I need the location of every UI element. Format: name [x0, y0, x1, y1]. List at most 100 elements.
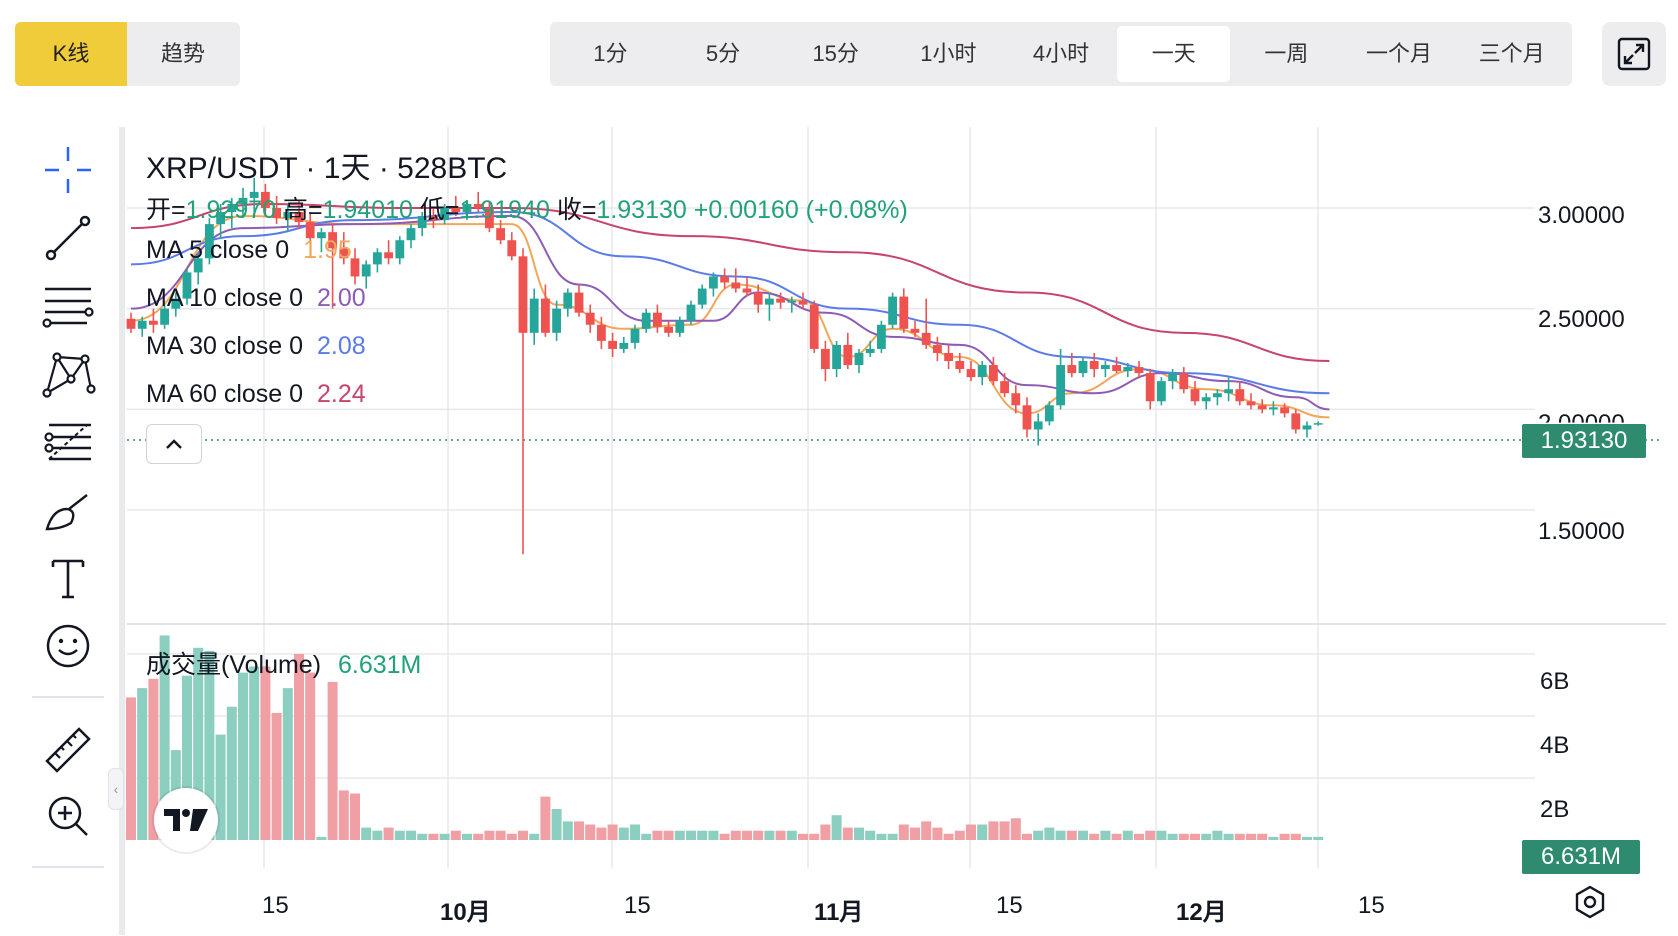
- volume-value: 6.631M: [338, 651, 422, 679]
- zoom-in-tool[interactable]: [30, 786, 106, 846]
- candle-body: [832, 344, 841, 370]
- volume-bar: [585, 824, 596, 840]
- interval-15m-button[interactable]: 15分: [812, 41, 859, 66]
- price-tick: 1.50000: [1538, 518, 1625, 545]
- trend-line-tool[interactable]: [30, 208, 106, 268]
- volume-bar: [271, 712, 282, 840]
- candle-body: [1291, 413, 1301, 430]
- candle-body: [328, 232, 337, 249]
- candle-body: [272, 208, 281, 219]
- tradingview-logo[interactable]: [154, 788, 218, 852]
- volume-bar: [1257, 833, 1268, 840]
- toolbar-border: [119, 127, 125, 935]
- candle-body: [585, 312, 595, 325]
- candle-body: [1224, 389, 1233, 394]
- candle-body: [384, 252, 393, 259]
- candle-body: [697, 288, 707, 305]
- candle-body: [1213, 393, 1222, 398]
- chart-settings-button[interactable]: [1572, 884, 1608, 920]
- ma60-legend[interactable]: MA 60 close 0 2.24: [146, 380, 366, 409]
- fullscreen-button[interactable]: [1602, 22, 1666, 86]
- volume-bar: [1078, 830, 1088, 840]
- kline-tab[interactable]: K线: [15, 22, 127, 86]
- candle-body: [1101, 365, 1110, 370]
- interval-3mo-button[interactable]: 三个月: [1478, 41, 1545, 66]
- volume-bar: [372, 830, 383, 840]
- interval-4h-button[interactable]: 4小时: [1032, 41, 1090, 66]
- volume-bar: [506, 833, 517, 840]
- text-tool[interactable]: [30, 548, 106, 608]
- candle-body: [877, 324, 886, 349]
- candle-body: [429, 216, 438, 221]
- emoji-tool[interactable]: [30, 616, 106, 676]
- candle-body: [720, 276, 729, 283]
- volume-bar: [338, 790, 349, 840]
- volume-bar: [674, 830, 685, 840]
- candle-body: [1246, 401, 1256, 406]
- volume-bar: [786, 830, 797, 840]
- volume-bar: [361, 827, 372, 840]
- crosshair-tool[interactable]: [30, 140, 106, 200]
- interval-1w-button[interactable]: 一周: [1264, 41, 1309, 66]
- candle-body: [888, 296, 897, 325]
- candle-body: [171, 298, 181, 309]
- crosshair-icon: [45, 147, 91, 193]
- pattern-tool[interactable]: [30, 344, 106, 404]
- low-value: 1.91940: [459, 196, 550, 224]
- horizontal-lines-tool[interactable]: [30, 276, 106, 336]
- trend-line-icon: [45, 215, 91, 261]
- interval-1h-button[interactable]: 1小时: [920, 41, 977, 66]
- candle-body: [518, 256, 528, 333]
- candle-body: [933, 344, 942, 353]
- brush-icon: [45, 494, 88, 531]
- volume-bar: [260, 666, 271, 840]
- ruler-tool[interactable]: [30, 718, 106, 778]
- interval-1mo-button[interactable]: 一个月: [1366, 41, 1433, 66]
- candle-body: [149, 320, 158, 325]
- volume-bar: [730, 830, 741, 840]
- volume-bar: [686, 830, 696, 840]
- volume-legend[interactable]: 成交量(Volume) 6.631M: [146, 645, 421, 681]
- brush-tool[interactable]: [30, 480, 106, 540]
- volume-bar: [439, 833, 450, 840]
- volume-bar: [562, 821, 573, 840]
- interval-1m-button[interactable]: 1分: [593, 41, 628, 66]
- volume-bar: [1279, 833, 1290, 840]
- interval-selector: 1分 5分 15分 1小时 4小时 一天 一周 一个月 三个月: [550, 22, 1572, 86]
- volume-bar: [809, 833, 820, 840]
- candle-body: [597, 324, 606, 341]
- candle-body: [641, 312, 651, 329]
- candle-body: [238, 197, 248, 204]
- candle-body: [462, 203, 472, 213]
- fib-levels-tool[interactable]: [30, 412, 106, 472]
- volume-bar: [1033, 830, 1044, 840]
- trend-tab[interactable]: 趋势: [160, 41, 205, 66]
- ma5-value: 1.95: [303, 236, 352, 264]
- volume-bar: [1122, 830, 1133, 840]
- toolbar-collapse-handle[interactable]: ‹: [108, 768, 124, 810]
- candle-body: [261, 191, 270, 208]
- candle-body: [1145, 373, 1155, 402]
- volume-bar: [574, 821, 584, 840]
- candle-body: [317, 232, 326, 239]
- candle-body: [1033, 421, 1043, 430]
- volume-bar: [966, 824, 976, 840]
- legend-collapse-button[interactable]: [146, 424, 202, 464]
- volume-bar: [1302, 836, 1312, 840]
- volume-bar: [350, 793, 360, 840]
- interval-1d-button[interactable]: 一天: [1117, 26, 1231, 82]
- volume-bar: [820, 824, 831, 840]
- volume-bar: [428, 833, 439, 840]
- volume-bar: [1022, 833, 1032, 840]
- volume-bar: [697, 830, 708, 840]
- volume-bar: [1145, 830, 1156, 840]
- ma10-value: 2.00: [317, 284, 366, 312]
- candle-body: [753, 292, 763, 305]
- ma10-legend[interactable]: MA 10 close 0 2.00: [146, 284, 366, 313]
- interval-5m-button[interactable]: 5分: [705, 41, 741, 66]
- chevron-up-icon: [166, 439, 182, 449]
- ma5-legend[interactable]: MA 5 close 0 1.95: [146, 236, 352, 265]
- ma30-legend[interactable]: MA 30 close 0 2.08: [146, 332, 366, 361]
- text-icon: [51, 559, 85, 599]
